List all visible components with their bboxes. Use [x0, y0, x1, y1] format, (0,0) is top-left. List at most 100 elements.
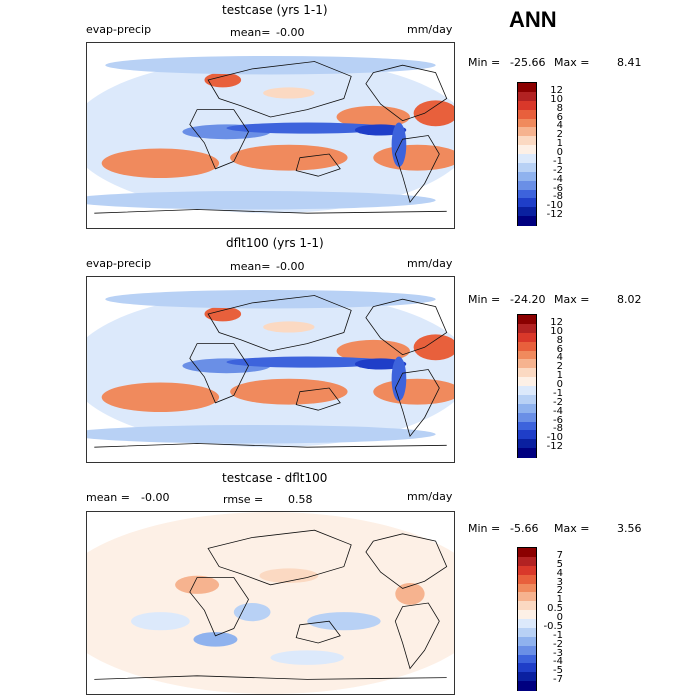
panel1-variable-label: evap-precip [86, 23, 152, 36]
coastline [207, 61, 352, 118]
colorbar-tick-label: 1 [556, 138, 563, 150]
colorbar-tick-label: -7 [553, 674, 563, 686]
coastline [207, 529, 352, 586]
panel1-field [87, 55, 454, 214]
coastline [295, 620, 341, 644]
colorbar-swatch [518, 430, 536, 440]
colorbar-tick-label: 0 [556, 147, 563, 158]
field-contour [230, 378, 348, 405]
colorbar-tick-label: 12 [550, 316, 563, 328]
colorbar-swatch [518, 171, 536, 182]
colorbar-tick-label: -12 [546, 441, 563, 453]
field-contour [226, 122, 388, 134]
colorbar-swatch [518, 368, 536, 378]
colorbar-swatch [518, 127, 536, 137]
colorbar-swatch [518, 386, 536, 396]
coastline [365, 64, 448, 122]
field-contour [413, 334, 454, 361]
colorbar-swatch [518, 681, 536, 691]
colorbar-swatch [518, 332, 536, 343]
colorbar-swatch [518, 645, 536, 655]
panel3-min-value: -5.66 [510, 522, 539, 535]
colorbar-tick-label: 4 [556, 567, 563, 579]
colorbar-swatch [518, 216, 536, 226]
colorbar-tick-label: -1 [553, 629, 563, 641]
colorbar-swatch [518, 439, 536, 449]
colorbar-tick-label: -3 [553, 647, 563, 659]
colorbar-tick-label: -8 [553, 191, 563, 203]
panel2-min-label: Min = [468, 293, 501, 306]
coastline [94, 209, 447, 214]
coastline [189, 109, 249, 170]
colorbar-swatch [518, 412, 536, 422]
panel2-field [87, 289, 454, 448]
panel2-variable-label: evap-precip [86, 257, 152, 270]
panel3-rmse-label: rmse = [223, 493, 264, 506]
panel1-colorbar [517, 82, 537, 226]
season-label: ANN [509, 7, 557, 32]
colorbar-swatch [518, 100, 536, 111]
panel3-rmse-value: 0.58 [288, 493, 313, 506]
panel1-mean-value: -0.00 [276, 26, 305, 39]
panel3-max-value: 3.56 [617, 522, 642, 535]
coastline [94, 675, 447, 680]
colorbar-swatch [518, 180, 536, 190]
field-contour [101, 148, 220, 179]
colorbar-swatch [518, 377, 536, 387]
colorbar-swatch [518, 574, 536, 584]
coastline [394, 602, 440, 670]
colorbar-swatch [518, 565, 536, 576]
panel3-colorbar [517, 547, 537, 691]
field-contour [87, 191, 436, 210]
panel1-max-label: Max = [554, 56, 590, 69]
coastline [365, 298, 448, 356]
panel2-mean-value: -0.00 [276, 260, 305, 273]
colorbar-swatch [518, 636, 536, 647]
field-contour [413, 100, 454, 127]
field-contour [263, 87, 315, 99]
colorbar-tick-label: 5 [556, 558, 563, 570]
colorbar-tick-label: -12 [546, 209, 563, 221]
colorbar-swatch [518, 83, 536, 93]
colorbar-tick-label: 2 [556, 361, 563, 373]
colorbar-swatch [518, 610, 536, 620]
field-contour [336, 105, 410, 129]
colorbar-swatch [518, 663, 536, 673]
colorbar-swatch [518, 207, 536, 217]
coastline [189, 343, 249, 404]
field-contour [307, 612, 381, 631]
colorbar-swatch [518, 162, 536, 173]
panel1-min-value: -25.66 [510, 56, 546, 69]
colorbar-tick-label: 8 [556, 102, 563, 114]
colorbar-swatch [518, 341, 536, 351]
colorbar-tick-label: 12 [550, 84, 563, 96]
panel1-max-value: 8.41 [617, 56, 642, 69]
panel3-max-label: Max = [554, 522, 590, 535]
colorbar-swatch [518, 627, 536, 638]
coastline [295, 387, 341, 411]
colorbar-swatch [518, 654, 536, 664]
colorbar-tick-label: -0.5 [543, 620, 563, 632]
panel3-field [87, 512, 454, 694]
panel1-map [86, 42, 455, 229]
colorbar-tick-label: -4 [553, 656, 563, 668]
colorbar-swatch [518, 315, 536, 325]
panel2-colorbar [517, 314, 537, 458]
colorbar-swatch [518, 421, 536, 431]
panel3-map-svg [87, 512, 454, 694]
colorbar-tick-label: -2 [553, 638, 563, 650]
panel2-mean-label: mean= [230, 260, 271, 273]
colorbar-tick-label: -1 [553, 155, 563, 167]
field-contour [204, 72, 242, 88]
colorbar-tick-label: 2 [556, 585, 563, 597]
panel3-units: mm/day [407, 490, 453, 503]
panel3-min-label: Min = [468, 522, 501, 535]
field-contour [270, 650, 344, 665]
panel3-coastlines [94, 529, 448, 680]
panel1-min-label: Min = [468, 56, 501, 69]
panel3-mean-value: -0.00 [141, 491, 170, 504]
field-contour [105, 55, 436, 75]
colorbar-tick-label: 3 [556, 576, 563, 588]
coastline [207, 295, 352, 352]
colorbar-swatch [518, 91, 536, 102]
